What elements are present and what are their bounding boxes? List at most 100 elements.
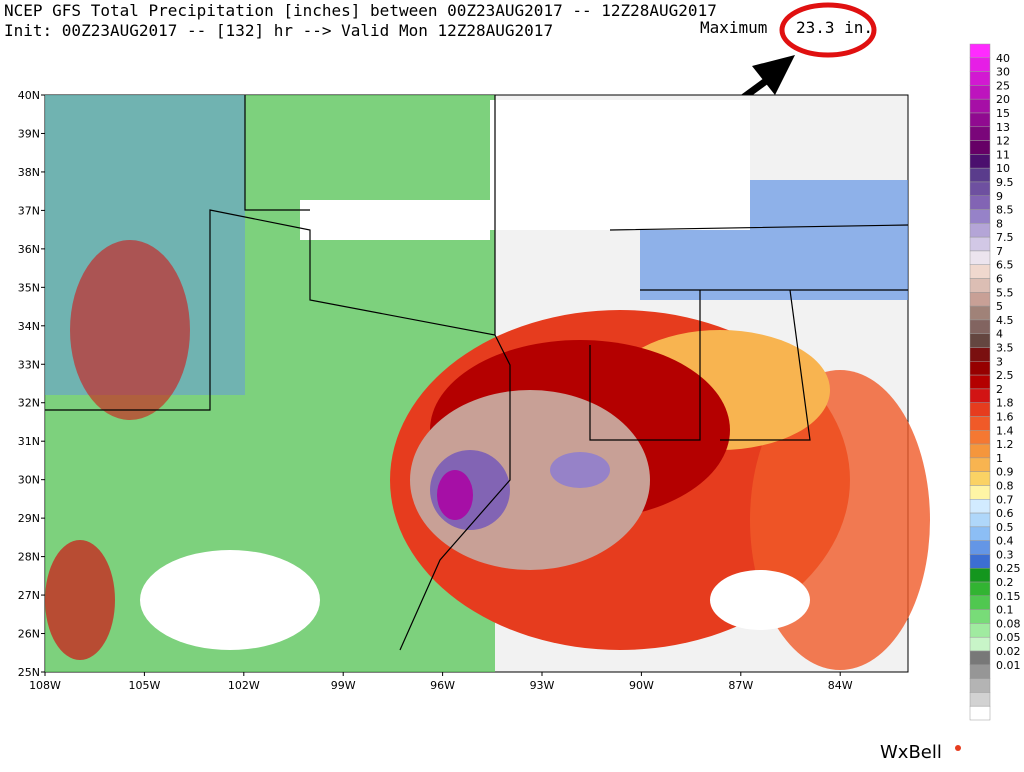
colorbar-label: 0.2 <box>996 576 1014 589</box>
lat-label: 33N <box>18 358 40 371</box>
colorbar-label: 0.01 <box>996 659 1021 672</box>
arrow-head <box>752 55 795 95</box>
maximum-label: Maximum <box>700 18 767 37</box>
colorbar-label: 0.3 <box>996 548 1014 561</box>
colorbar-swatch <box>969 126 991 141</box>
colorbar-swatch <box>969 650 991 666</box>
colorbar-swatch <box>969 333 991 348</box>
logo-dot <box>955 745 961 751</box>
colorbar-swatch <box>969 526 991 541</box>
colorbar-label: 0.6 <box>996 507 1014 520</box>
colorbar-label: 0.25 <box>996 562 1021 575</box>
rain-field <box>550 452 610 488</box>
colorbar-swatch <box>969 278 991 293</box>
colorbar-label: 25 <box>996 79 1010 92</box>
colorbar-label: 30 <box>996 66 1010 79</box>
colorbar-label: 10 <box>996 162 1010 175</box>
lat-label: 31N <box>18 435 40 448</box>
colorbar-swatch <box>969 416 991 431</box>
colorbar-label: 0.02 <box>996 645 1021 658</box>
lat-label: 38N <box>18 166 40 179</box>
colorbar-label: 12 <box>996 135 1010 148</box>
colorbar-swatch <box>969 154 991 169</box>
colorbar-swatch <box>969 319 991 334</box>
colorbar-swatch <box>969 57 991 72</box>
colorbar-swatch <box>969 250 991 265</box>
colorbar-swatch <box>969 512 991 528</box>
colorbar-label: 1.6 <box>996 410 1014 423</box>
lon-label: 96W <box>430 679 455 692</box>
logo: WxBell <box>880 742 942 763</box>
lat-label: 39N <box>18 127 40 140</box>
lon-label: 108W <box>29 679 61 692</box>
lon-labels: 108W 105W 102W 99W 96W 93W 90W 87W 84W <box>29 672 853 692</box>
colorbar-label: 0.4 <box>996 535 1014 548</box>
colorbar-label: 1.4 <box>996 424 1014 437</box>
colorbar-label: 0.05 <box>996 631 1021 644</box>
lat-label: 36N <box>18 243 40 256</box>
colorbar-swatch <box>969 292 991 307</box>
lat-label: 34N <box>18 320 40 333</box>
colorbar-swatch <box>969 112 991 128</box>
colorbar-swatch <box>969 347 991 362</box>
colorbar-label: 8.5 <box>996 204 1014 217</box>
colorbar: 4030252015131211109.598.587.576.565.554.… <box>969 43 1021 721</box>
colorbar-label: 0.5 <box>996 521 1014 534</box>
colorbar-swatch <box>969 85 991 100</box>
colorbar-swatch <box>969 195 991 210</box>
lat-label: 27N <box>18 589 40 602</box>
lon-label: 102W <box>228 679 260 692</box>
lat-label: 28N <box>18 551 40 564</box>
state-borders <box>45 95 909 651</box>
rain-field <box>45 540 115 660</box>
lon-label: 84W <box>828 679 853 692</box>
colorbar-swatch <box>969 443 991 459</box>
title-line2: Init: 00Z23AUG2017 -- [132] hr --> Valid… <box>4 21 553 40</box>
colorbar-swatch <box>969 485 991 500</box>
colorbar-label: 0.9 <box>996 466 1014 479</box>
colorbar-swatch <box>969 678 991 693</box>
colorbar-label: 40 <box>996 52 1010 65</box>
lat-label: 40N <box>18 89 40 102</box>
colorbar-swatch <box>969 167 991 183</box>
colorbar-label: 15 <box>996 107 1010 120</box>
colorbar-swatch <box>969 140 991 155</box>
colorbar-label: 7.5 <box>996 231 1014 244</box>
lat-label: 26N <box>18 628 40 641</box>
colorbar-label: 9 <box>996 190 1003 203</box>
colorbar-swatch <box>969 692 991 707</box>
colorbar-label: 13 <box>996 121 1010 134</box>
lon-label: 105W <box>128 679 160 692</box>
colorbar-label: 6 <box>996 273 1003 286</box>
colorbar-label: 6.5 <box>996 259 1014 272</box>
colorbar-label: 5 <box>996 300 1003 313</box>
colorbar-swatch <box>969 209 991 224</box>
colorbar-swatch <box>969 567 991 583</box>
maximum-value: 23.3 in. <box>796 18 873 37</box>
colorbar-label: 11 <box>996 148 1010 161</box>
lon-label: 90W <box>629 679 654 692</box>
colorbar-label: 4.5 <box>996 314 1014 327</box>
colorbar-swatch <box>969 236 991 252</box>
colorbar-label: 0.1 <box>996 604 1014 617</box>
colorbar-swatch <box>969 430 991 445</box>
lat-label: 25N <box>18 666 40 679</box>
dry-area <box>140 550 320 650</box>
lon-label: 93W <box>530 679 555 692</box>
colorbar-swatch <box>969 181 991 197</box>
dry-area <box>490 100 750 230</box>
rain-field <box>70 240 190 420</box>
colorbar-label: 1.2 <box>996 438 1014 451</box>
title-line1: NCEP GFS Total Precipitation [inches] be… <box>4 1 717 20</box>
highlight-circle <box>779 2 877 58</box>
colorbar-swatch <box>969 223 991 238</box>
colorbar-swatch <box>969 388 991 403</box>
colorbar-label: 20 <box>996 93 1010 106</box>
colorbar-label: 2.5 <box>996 369 1014 382</box>
colorbar-swatch <box>969 471 991 486</box>
colorbar-swatch <box>969 71 991 86</box>
lat-label: 30N <box>18 474 40 487</box>
colorbar-label: 4 <box>996 328 1003 341</box>
lat-label: 37N <box>18 204 40 217</box>
colorbar-swatch <box>969 499 991 514</box>
